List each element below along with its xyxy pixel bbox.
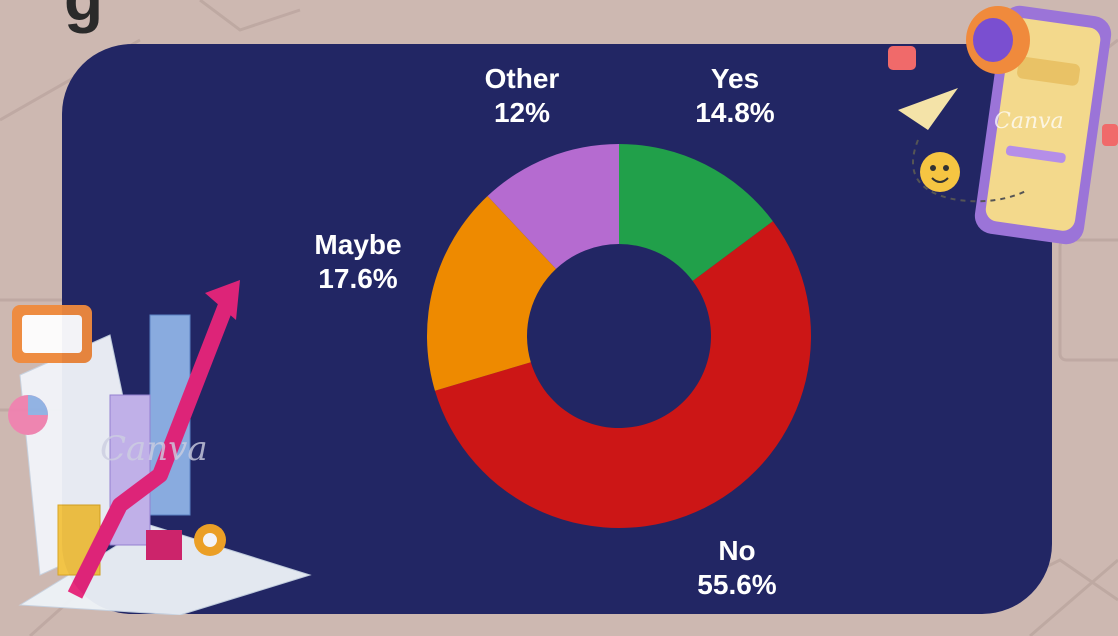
label-maybe-value: 17.6% bbox=[318, 263, 398, 294]
label-maybe-category: Maybe bbox=[314, 229, 402, 260]
slice-no bbox=[434, 221, 811, 528]
label-no-value: 55.6% bbox=[697, 569, 777, 600]
label-no: No 55.6% bbox=[647, 534, 827, 602]
slice-yes bbox=[619, 144, 773, 281]
analytics-report-illustration: Canva bbox=[8, 280, 312, 615]
label-other-value: 12% bbox=[493, 97, 551, 128]
label-other-category: Other bbox=[484, 63, 560, 94]
watermark-right: Canva bbox=[994, 109, 1064, 134]
label-yes: Yes 14.8% bbox=[645, 62, 825, 130]
label-maybe: Maybe 17.6% bbox=[268, 228, 448, 296]
label-no-category: No bbox=[718, 535, 756, 566]
label-yes-category: Yes bbox=[710, 63, 760, 94]
label-yes-value: 14.8% bbox=[695, 97, 775, 128]
slice-maybe bbox=[426, 196, 557, 391]
watermark-left: Canva bbox=[100, 429, 208, 469]
chart-panel bbox=[62, 44, 1052, 614]
page-title-fragment: g bbox=[64, 0, 103, 30]
label-other: Other 12% bbox=[432, 62, 612, 130]
phone-megaphone-illustration: Canva bbox=[888, 5, 1118, 245]
slice-other bbox=[487, 144, 619, 269]
